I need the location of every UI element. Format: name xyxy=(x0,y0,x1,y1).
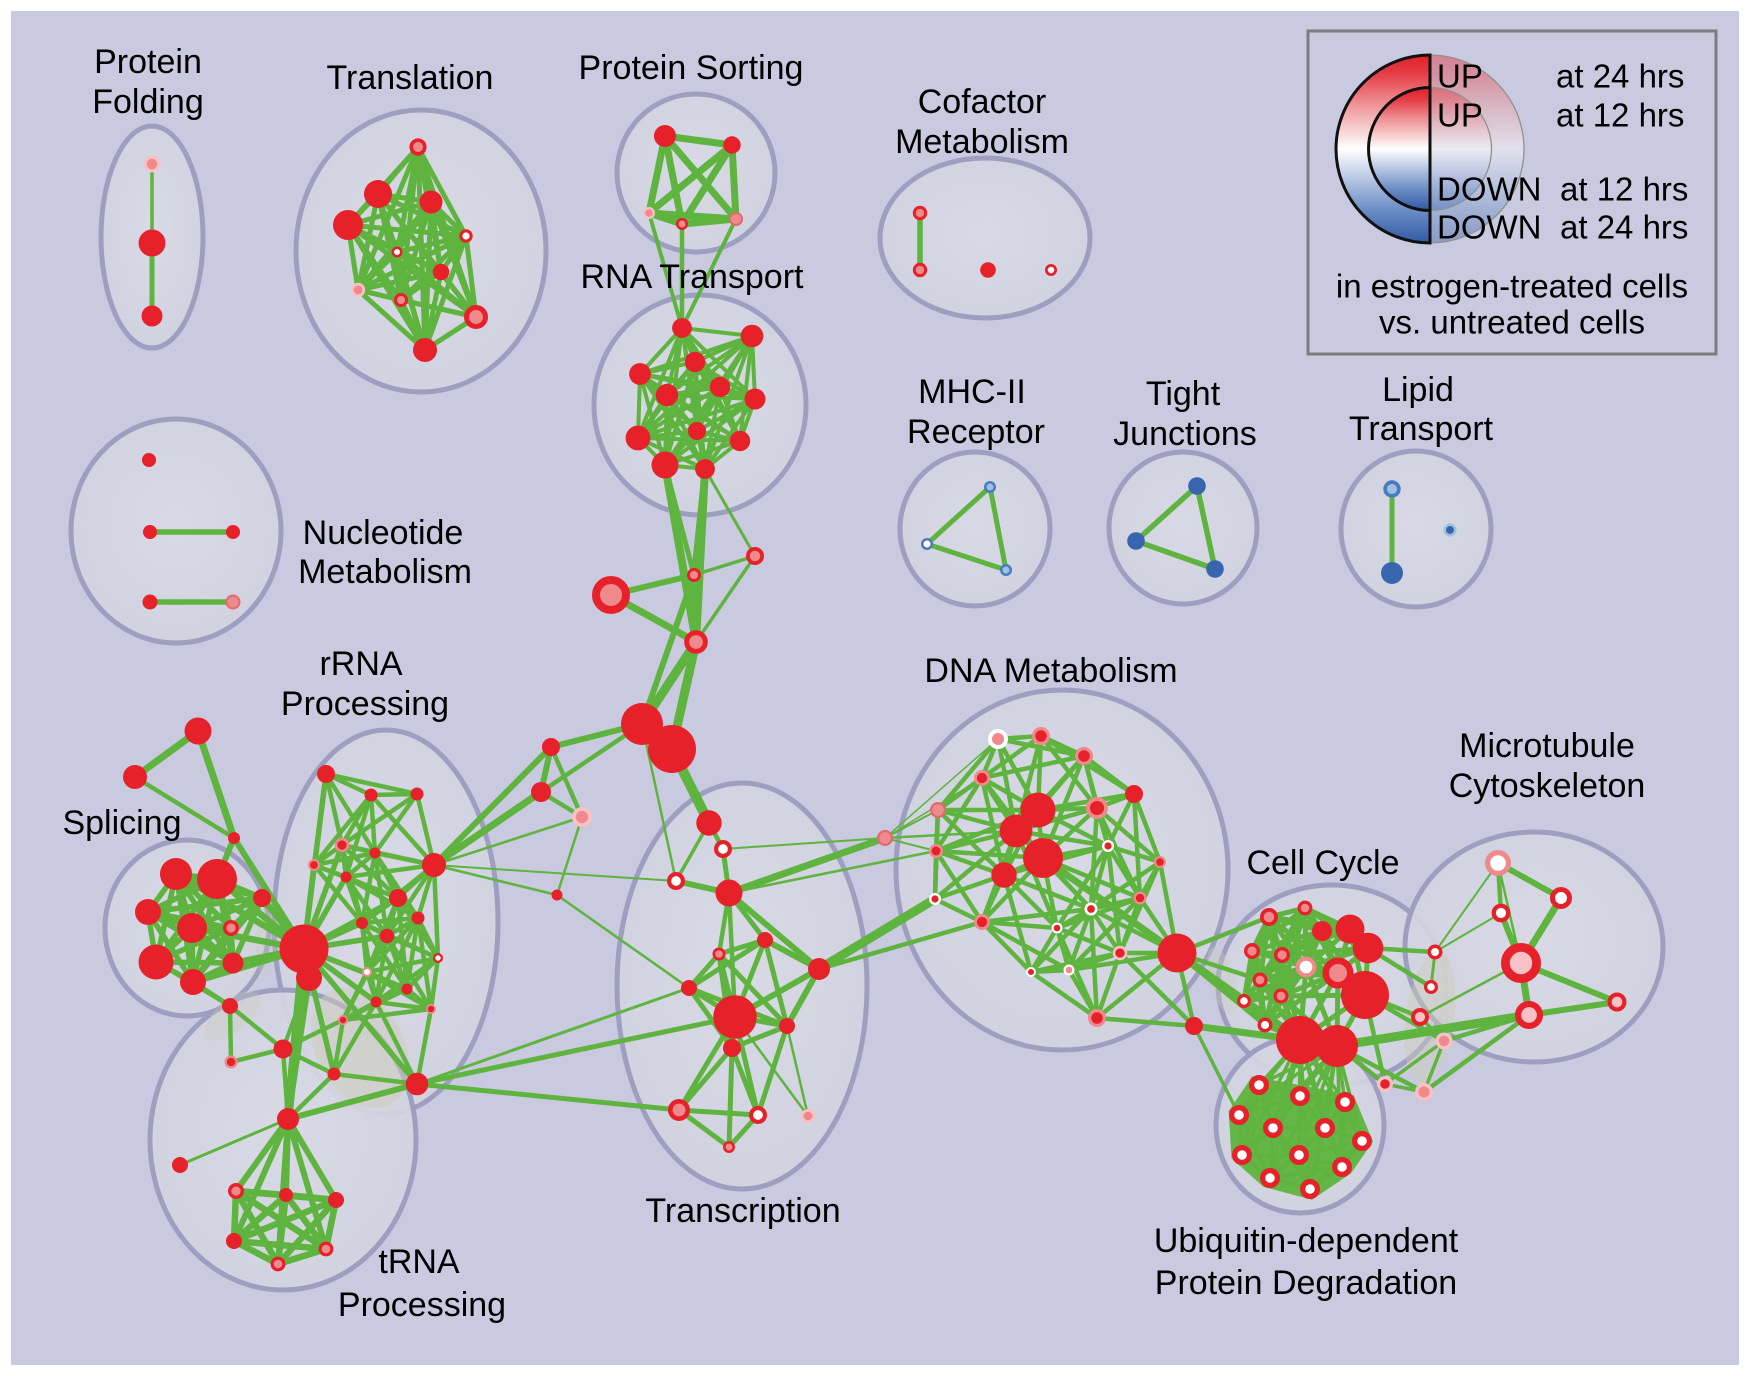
svg-text:Microtubule: Microtubule xyxy=(1459,727,1635,765)
svg-text:Junctions: Junctions xyxy=(1113,415,1257,453)
svg-text:at 12 hrs: at 12 hrs xyxy=(1560,171,1688,208)
svg-text:UP: UP xyxy=(1437,58,1483,95)
svg-text:Splicing: Splicing xyxy=(62,804,181,842)
svg-text:Cell Cycle: Cell Cycle xyxy=(1246,844,1399,882)
svg-text:Cofactor: Cofactor xyxy=(918,83,1047,121)
svg-text:Nucleotide: Nucleotide xyxy=(303,514,464,552)
svg-text:at 12 hrs: at 12 hrs xyxy=(1556,97,1684,134)
svg-text:Transcription: Transcription xyxy=(645,1192,840,1230)
svg-text:rRNA: rRNA xyxy=(319,645,402,683)
svg-text:Processing: Processing xyxy=(281,685,449,723)
svg-text:Tight: Tight xyxy=(1146,375,1221,413)
svg-text:Processing: Processing xyxy=(338,1286,506,1324)
svg-text:RNA Transport: RNA Transport xyxy=(581,258,805,296)
svg-text:Metabolism: Metabolism xyxy=(895,123,1069,161)
svg-text:Ubiquitin-dependent: Ubiquitin-dependent xyxy=(1154,1222,1459,1260)
svg-text:DNA Metabolism: DNA Metabolism xyxy=(924,652,1177,690)
svg-text:Protein Degradation: Protein Degradation xyxy=(1155,1264,1457,1302)
svg-text:Folding: Folding xyxy=(92,83,204,121)
svg-text:Lipid: Lipid xyxy=(1382,371,1454,409)
svg-text:Protein Sorting: Protein Sorting xyxy=(579,49,804,87)
svg-text:Transport: Transport xyxy=(1349,410,1494,448)
svg-text:at 24 hrs: at 24 hrs xyxy=(1560,209,1688,246)
svg-text:MHC-II: MHC-II xyxy=(918,373,1026,411)
svg-text:Receptor: Receptor xyxy=(907,413,1045,451)
svg-text:in estrogen-treated cells: in estrogen-treated cells xyxy=(1336,268,1688,305)
svg-text:DOWN: DOWN xyxy=(1437,171,1541,208)
svg-text:Translation: Translation xyxy=(327,59,494,97)
svg-text:vs. untreated cells: vs. untreated cells xyxy=(1379,304,1645,341)
svg-text:Metabolism: Metabolism xyxy=(298,553,472,591)
svg-text:at 24 hrs: at 24 hrs xyxy=(1556,58,1684,95)
svg-text:UP: UP xyxy=(1437,97,1483,134)
svg-text:Protein: Protein xyxy=(94,43,202,81)
svg-text:Cytoskeleton: Cytoskeleton xyxy=(1449,767,1646,805)
svg-text:tRNA: tRNA xyxy=(378,1243,460,1281)
svg-text:DOWN: DOWN xyxy=(1437,209,1541,246)
